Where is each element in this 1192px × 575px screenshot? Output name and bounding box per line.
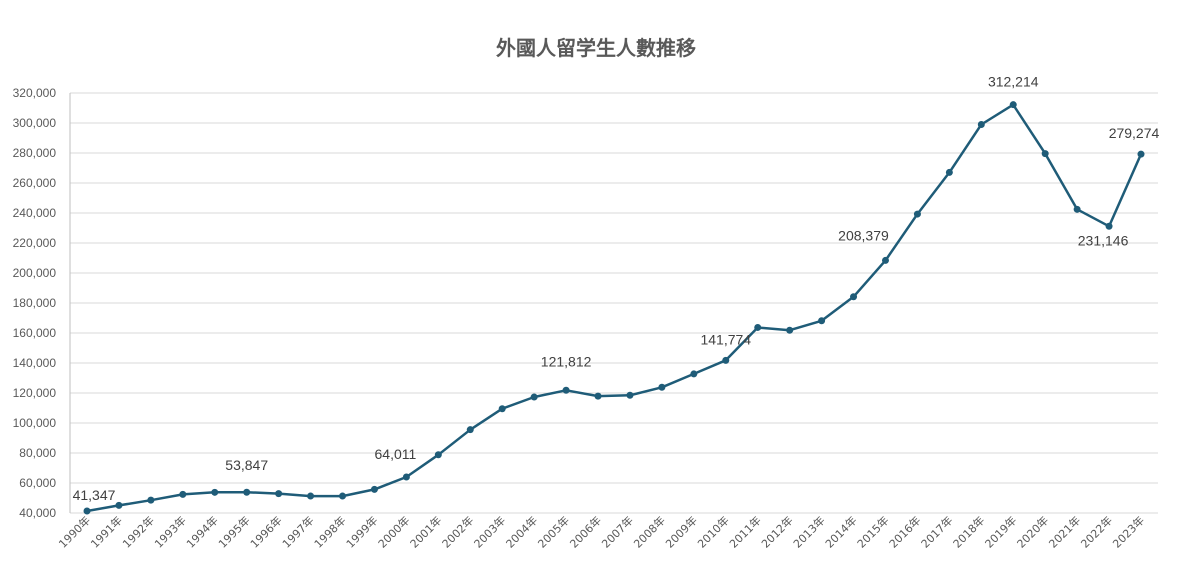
data-point bbox=[115, 501, 123, 509]
data-label: 208,379 bbox=[838, 227, 889, 243]
y-tick-label: 280,000 bbox=[13, 146, 57, 160]
data-point bbox=[498, 405, 506, 413]
x-tick-label: 1991年 bbox=[88, 513, 125, 550]
data-point bbox=[562, 386, 570, 394]
data-label: 64,011 bbox=[375, 446, 417, 462]
y-tick-label: 60,000 bbox=[19, 476, 56, 490]
y-tick-label: 300,000 bbox=[13, 116, 57, 130]
series-line bbox=[86, 103, 1143, 513]
data-point bbox=[594, 392, 602, 400]
x-tick-label: 1992年 bbox=[120, 513, 157, 550]
y-tick-label: 140,000 bbox=[13, 356, 57, 370]
x-tick-label: 2017年 bbox=[918, 513, 955, 550]
x-tick-label: 2002年 bbox=[439, 513, 476, 550]
data-point bbox=[754, 323, 762, 331]
x-tick-label: 1997年 bbox=[279, 513, 316, 550]
data-point bbox=[881, 256, 889, 264]
chart-title: 外國人留学生人數推移 bbox=[496, 36, 696, 60]
x-tick-label: 2023年 bbox=[1110, 513, 1147, 550]
x-tick-label: 2010年 bbox=[694, 513, 731, 550]
y-tick-label: 260,000 bbox=[13, 176, 57, 190]
x-tick-label: 2001年 bbox=[407, 513, 444, 550]
data-point bbox=[211, 488, 219, 496]
x-tick-label: 2020年 bbox=[1014, 513, 1051, 550]
y-tick-label: 120,000 bbox=[13, 386, 57, 400]
x-tick-label: 2011年 bbox=[726, 513, 763, 550]
data-point bbox=[818, 317, 826, 325]
x-tick-label: 2022年 bbox=[1078, 513, 1115, 550]
x-tick-label: 2007年 bbox=[599, 513, 636, 550]
y-tick-label: 40,000 bbox=[19, 506, 56, 520]
y-tick-label: 200,000 bbox=[13, 266, 57, 280]
data-point bbox=[83, 507, 91, 515]
y-tick-label: 220,000 bbox=[13, 236, 57, 250]
data-point bbox=[370, 485, 378, 493]
data-label: 279,274 bbox=[1109, 125, 1160, 141]
x-tick-label: 1999年 bbox=[343, 513, 380, 550]
y-tick-label: 80,000 bbox=[19, 446, 56, 460]
x-tick-label: 2006年 bbox=[567, 513, 604, 550]
y-tick-label: 320,000 bbox=[13, 86, 57, 100]
x-tick-label: 2012年 bbox=[758, 513, 795, 550]
x-tick-label: 2019年 bbox=[982, 513, 1019, 550]
data-point bbox=[945, 168, 953, 176]
x-tick-label: 2016年 bbox=[886, 513, 923, 550]
x-tick-label: 1996年 bbox=[247, 513, 284, 550]
data-point bbox=[786, 326, 794, 334]
x-tick-label: 2013年 bbox=[790, 513, 827, 550]
x-tick-label: 2018年 bbox=[950, 513, 987, 550]
data-point bbox=[179, 490, 187, 498]
x-tick-label: 2000年 bbox=[375, 513, 412, 550]
data-point bbox=[243, 488, 251, 496]
x-tick-label: 1998年 bbox=[311, 513, 348, 550]
data-point bbox=[307, 492, 315, 500]
data-label: 312,214 bbox=[988, 74, 1039, 90]
data-point bbox=[275, 490, 283, 498]
data-label: 231,146 bbox=[1078, 232, 1129, 248]
data-point bbox=[722, 356, 730, 364]
x-tick-label: 1994年 bbox=[183, 513, 220, 550]
data-point bbox=[913, 210, 921, 218]
x-tick-label: 2004年 bbox=[503, 513, 540, 550]
y-tick-label: 240,000 bbox=[13, 206, 57, 220]
data-point bbox=[1041, 150, 1049, 158]
data-point bbox=[339, 492, 347, 500]
data-point bbox=[530, 393, 538, 401]
x-tick-label: 1995年 bbox=[215, 513, 252, 550]
data-point bbox=[147, 496, 155, 504]
data-point bbox=[402, 473, 410, 481]
data-point bbox=[690, 370, 698, 378]
x-tick-label: 2009年 bbox=[662, 513, 699, 550]
data-label: 141,774 bbox=[700, 331, 751, 347]
data-point bbox=[658, 383, 666, 391]
y-tick-label: 160,000 bbox=[13, 326, 57, 340]
data-point bbox=[1137, 150, 1145, 158]
x-tick-label: 2003年 bbox=[471, 513, 508, 550]
x-tick-label: 2005年 bbox=[535, 513, 572, 550]
data-point bbox=[466, 426, 474, 434]
x-tick-label: 2014年 bbox=[822, 513, 859, 550]
data-point bbox=[850, 293, 858, 301]
data-point bbox=[626, 391, 634, 399]
data-point bbox=[1009, 101, 1017, 109]
y-tick-label: 180,000 bbox=[13, 296, 57, 310]
data-label: 41,347 bbox=[73, 487, 116, 503]
x-tick-label: 1990年 bbox=[56, 513, 93, 550]
data-point bbox=[1073, 205, 1081, 213]
data-point bbox=[977, 121, 985, 129]
x-tick-label: 2015年 bbox=[854, 513, 891, 550]
x-tick-label: 2008年 bbox=[631, 513, 668, 550]
data-point bbox=[434, 451, 442, 459]
x-tick-label: 2021年 bbox=[1046, 513, 1083, 550]
data-label: 121,812 bbox=[541, 353, 592, 369]
data-point bbox=[1105, 222, 1113, 230]
y-tick-label: 100,000 bbox=[13, 416, 57, 430]
x-tick-label: 1993年 bbox=[151, 513, 188, 550]
data-label: 53,847 bbox=[225, 457, 268, 473]
